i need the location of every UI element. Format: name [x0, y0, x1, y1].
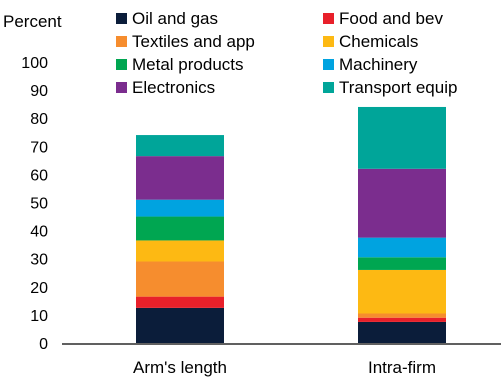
legend-item-textiles-and-app: Textiles and app — [116, 32, 255, 51]
y-tick-label-40: 40 — [30, 224, 48, 241]
legend-label-metal-products: Metal products — [132, 55, 244, 74]
legend: Oil and gas Food and bev Textiles and app C… — [116, 9, 457, 97]
y-tick-label-70: 70 — [30, 139, 48, 156]
legend-swatch-textiles-and-app — [116, 36, 127, 47]
legend-swatch-electronics — [116, 82, 127, 93]
y-tick-label-100: 100 — [21, 55, 48, 72]
legend-item-electronics: Electronics — [116, 78, 215, 97]
legend-swatch-metal-products — [116, 59, 127, 70]
y-tick-label-60: 60 — [30, 167, 48, 184]
bar-segment-textiles-and-app-arm-s-length — [136, 261, 224, 297]
legend-label-textiles-and-app: Textiles and app — [132, 32, 255, 51]
bar-segment-food-and-bev-intra-firm — [358, 317, 446, 322]
legend-label-machinery: Machinery — [339, 55, 418, 74]
x-tick-label-intra-firm: Intra-firm — [368, 358, 436, 377]
bar-segment-transport-equip-arm-s-length — [136, 135, 224, 157]
legend-item-machinery: Machinery — [323, 55, 418, 74]
bar-segment-metal-products-intra-firm — [358, 257, 446, 270]
legend-swatch-machinery — [323, 59, 334, 70]
legend-item-transport-equip: Transport equip — [323, 78, 457, 97]
y-tick-label-90: 90 — [30, 83, 48, 100]
legend-label-transport-equip: Transport equip — [339, 78, 457, 97]
bar-segment-metal-products-arm-s-length — [136, 216, 224, 241]
y-axis: 0 10 20 30 40 50 60 70 80 90 100 — [21, 55, 48, 353]
legend-swatch-transport-equip — [323, 82, 334, 93]
y-tick-label-0: 0 — [39, 336, 48, 353]
legend-label-food-and-bev: Food and bev — [339, 9, 443, 28]
legend-label-chemicals: Chemicals — [339, 32, 418, 51]
bar-segment-oil-and-gas-intra-firm — [358, 321, 446, 343]
legend-item-metal-products: Metal products — [116, 55, 244, 74]
bar-segment-electronics-arm-s-length — [136, 156, 224, 200]
bar-segment-electronics-intra-firm — [358, 168, 446, 238]
legend-swatch-oil-and-gas — [116, 13, 127, 24]
legend-label-electronics: Electronics — [132, 78, 215, 97]
x-axis: Arm's length Intra-firm — [62, 343, 501, 377]
bar-segment-transport-equip-intra-firm — [358, 106, 446, 169]
bar-segment-food-and-bev-arm-s-length — [136, 296, 224, 308]
bar-segment-chemicals-intra-firm — [358, 269, 446, 314]
legend-item-food-and-bev: Food and bev — [323, 9, 443, 28]
y-tick-label-50: 50 — [30, 196, 48, 213]
legend-swatch-chemicals — [323, 36, 334, 47]
y-tick-label-10: 10 — [30, 308, 48, 325]
bar-segment-oil-and-gas-arm-s-length — [136, 307, 224, 343]
legend-item-chemicals: Chemicals — [323, 32, 418, 51]
plot-area — [136, 106, 446, 343]
y-tick-label-80: 80 — [30, 111, 48, 128]
legend-label-oil-and-gas: Oil and gas — [132, 9, 218, 28]
bar-segment-chemicals-arm-s-length — [136, 240, 224, 262]
bar-segment-machinery-arm-s-length — [136, 199, 224, 217]
y-tick-label-20: 20 — [30, 280, 48, 297]
legend-swatch-food-and-bev — [323, 13, 334, 24]
y-tick-label-30: 30 — [30, 252, 48, 269]
x-tick-label-arm-s-length: Arm's length — [133, 358, 227, 377]
y-axis-label: Percent — [3, 12, 62, 31]
legend-item-oil-and-gas: Oil and gas — [116, 9, 218, 28]
bar-segment-machinery-intra-firm — [358, 237, 446, 258]
bar-segment-textiles-and-app-intra-firm — [358, 313, 446, 318]
